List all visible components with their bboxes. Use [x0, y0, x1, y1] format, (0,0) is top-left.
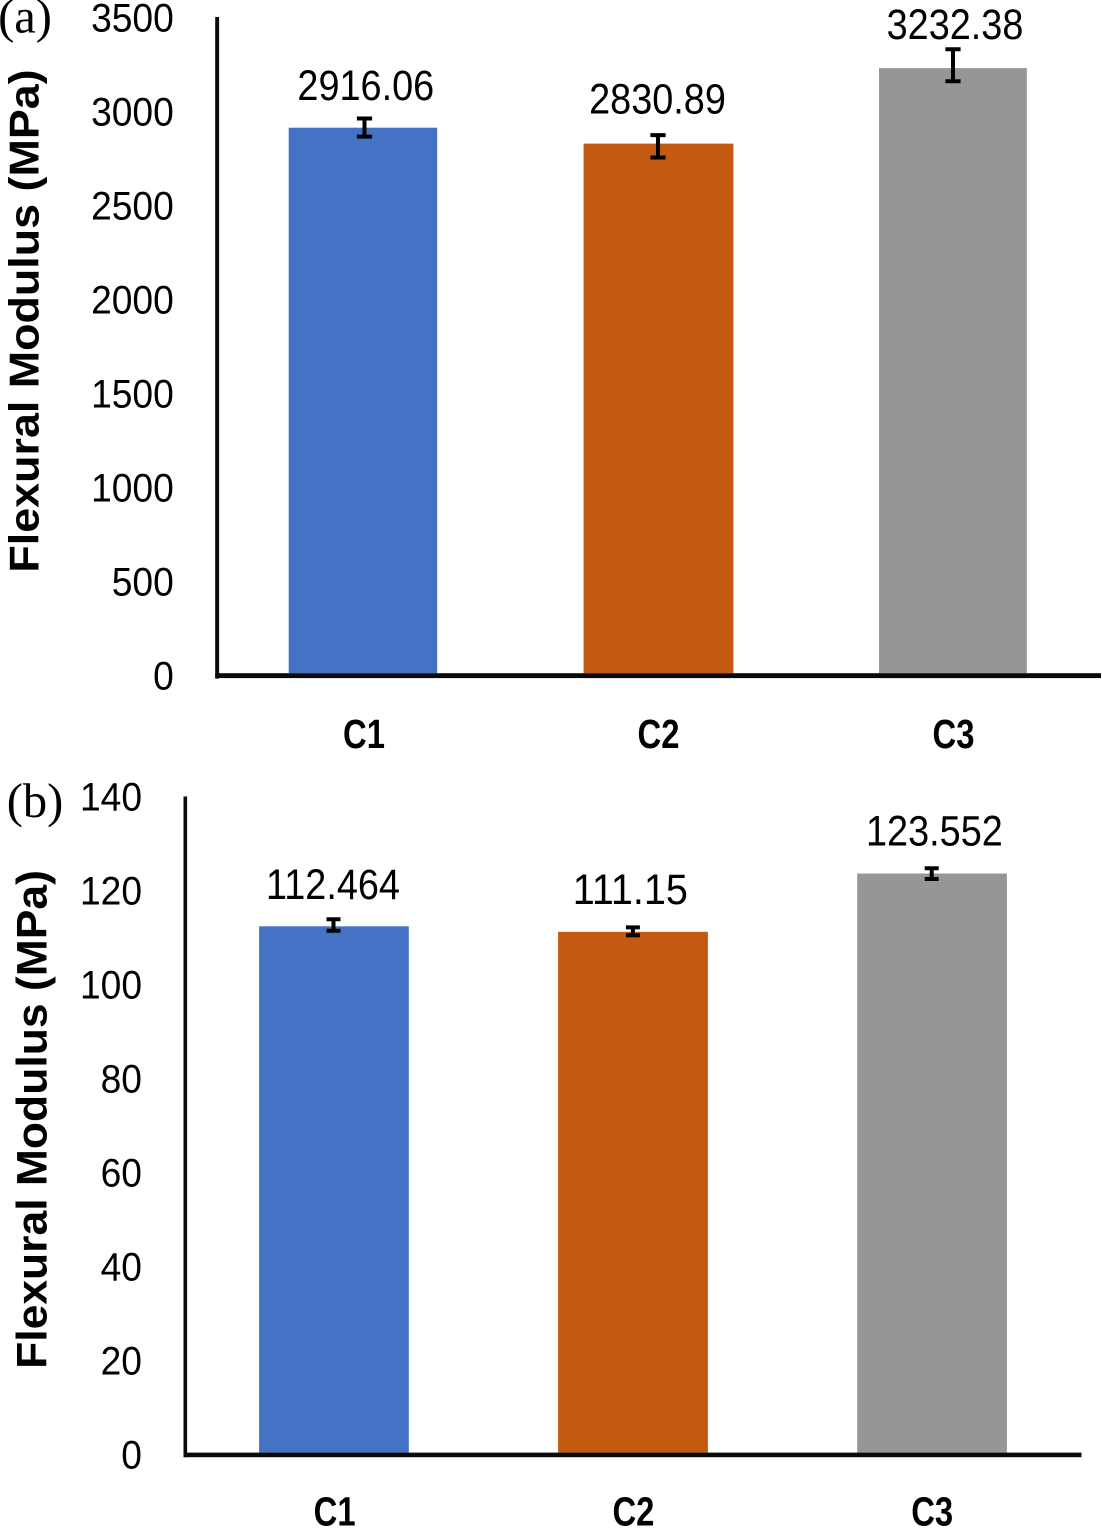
svg-text:1000: 1000 — [91, 466, 174, 511]
svg-text:2000: 2000 — [91, 278, 174, 323]
svg-text:C1: C1 — [314, 1488, 356, 1529]
svg-text:140: 140 — [80, 775, 142, 820]
svg-text:3232.38: 3232.38 — [887, 0, 1024, 49]
svg-text:2500: 2500 — [91, 184, 174, 229]
svg-text:(b): (b) — [7, 775, 64, 828]
svg-text:Flexural Modulus (MPa): Flexural Modulus (MPa) — [2, 69, 48, 572]
svg-text:500: 500 — [112, 560, 174, 605]
svg-text:Flexural Modulus (MPa): Flexural Modulus (MPa) — [8, 870, 56, 1369]
svg-text:111.15: 111.15 — [573, 865, 688, 913]
svg-text:0: 0 — [121, 1433, 142, 1478]
svg-text:120: 120 — [80, 869, 142, 914]
svg-text:123.552: 123.552 — [866, 806, 1003, 855]
svg-text:0: 0 — [153, 654, 174, 699]
svg-text:40: 40 — [101, 1245, 142, 1290]
svg-text:112.464: 112.464 — [266, 860, 400, 909]
svg-text:2830.89: 2830.89 — [589, 74, 726, 123]
svg-text:C2: C2 — [638, 710, 680, 756]
svg-text:(a): (a) — [0, 0, 52, 44]
svg-text:80: 80 — [101, 1057, 142, 1102]
svg-text:C1: C1 — [343, 710, 385, 756]
svg-text:60: 60 — [101, 1151, 142, 1196]
svg-text:3000: 3000 — [91, 90, 174, 135]
svg-text:2916.06: 2916.06 — [297, 61, 434, 110]
svg-text:C3: C3 — [933, 710, 975, 756]
svg-text:C3: C3 — [911, 1488, 953, 1529]
svg-text:3500: 3500 — [91, 0, 174, 41]
svg-text:100: 100 — [80, 963, 142, 1008]
svg-text:1500: 1500 — [91, 372, 174, 417]
svg-text:C2: C2 — [612, 1488, 654, 1529]
svg-text:20: 20 — [101, 1339, 142, 1384]
